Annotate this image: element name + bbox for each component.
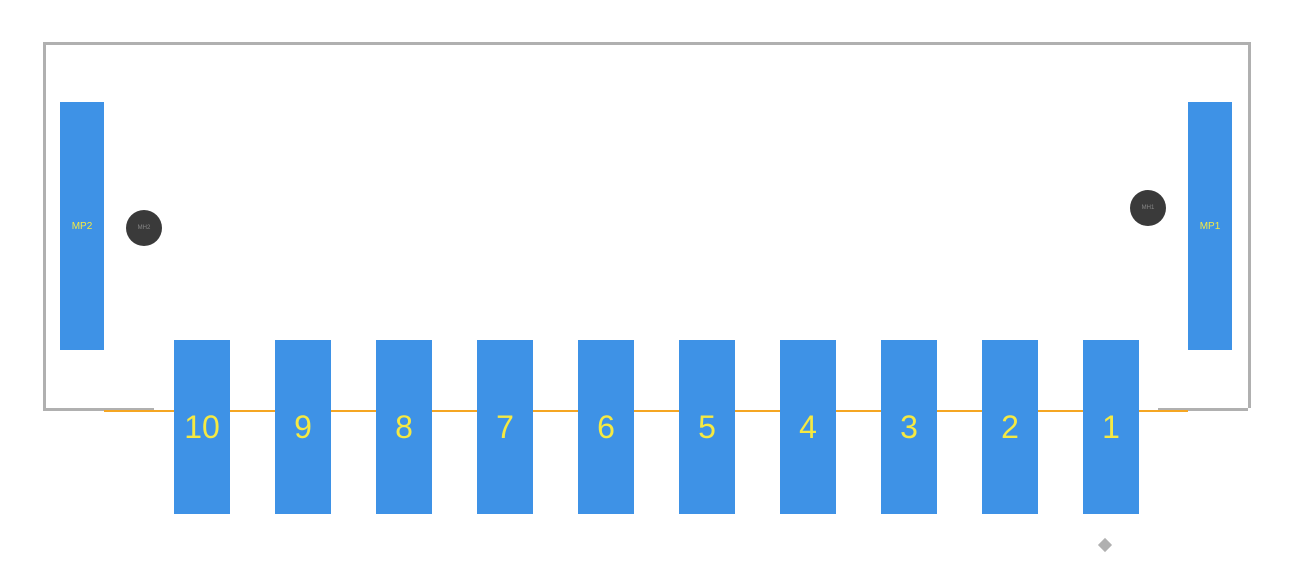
outline-left (43, 42, 46, 408)
pin-10: 10 (174, 340, 230, 514)
pin-7: 7 (477, 340, 533, 514)
pin-4: 4 (780, 340, 836, 514)
mounting-hole-mh1: MH1 (1130, 190, 1166, 226)
pin-3: 3 (881, 340, 937, 514)
pin-1: 1 (1083, 340, 1139, 514)
pin-6: 6 (578, 340, 634, 514)
mounting-hole-mh2: MH2 (126, 210, 162, 246)
outline-right (1248, 42, 1251, 408)
pin-5: 5 (679, 340, 735, 514)
outline-top (43, 42, 1248, 45)
pin-2: 2 (982, 340, 1038, 514)
mounting-pad-mp2: MP2 (60, 102, 104, 350)
footprint-diagram: MP2 MP1 MH2 MH1 123456789 10 (0, 0, 1291, 572)
pin-9: 9 (275, 340, 331, 514)
pin1-marker (1098, 538, 1112, 552)
mounting-pad-mp1: MP1 (1188, 102, 1232, 350)
pin-8: 8 (376, 340, 432, 514)
